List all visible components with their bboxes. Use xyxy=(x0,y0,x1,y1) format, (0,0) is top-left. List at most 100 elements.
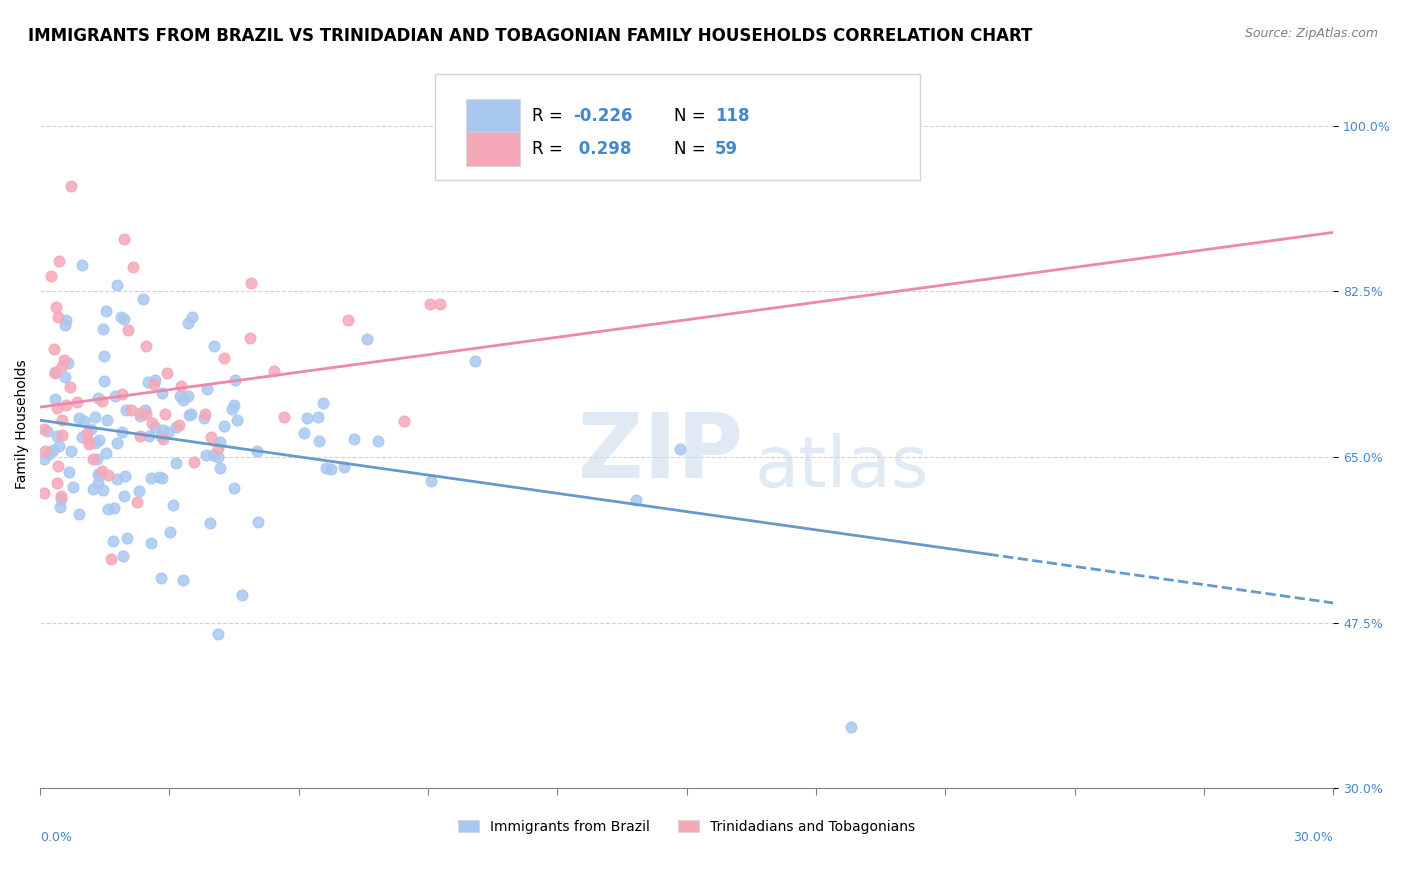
Point xyxy=(66,395,89,409)
Point xyxy=(51,359,73,374)
Point xyxy=(44,365,66,379)
Point xyxy=(114,232,136,246)
Point xyxy=(141,471,163,485)
Point xyxy=(117,323,139,337)
Point xyxy=(135,339,157,353)
Point xyxy=(39,268,62,283)
Point xyxy=(429,297,451,311)
Point xyxy=(59,179,82,194)
Point xyxy=(263,364,285,378)
Point xyxy=(315,461,337,475)
Point xyxy=(165,456,187,470)
Point xyxy=(100,552,122,566)
Point xyxy=(129,429,152,443)
Text: 0.298: 0.298 xyxy=(574,140,631,158)
Point xyxy=(202,339,225,353)
Point xyxy=(295,411,318,425)
Point xyxy=(87,467,110,481)
Point xyxy=(112,549,135,563)
Point xyxy=(103,500,125,515)
Point xyxy=(177,316,200,330)
Point xyxy=(420,474,443,488)
Point xyxy=(839,720,862,734)
Point xyxy=(207,627,229,641)
Point xyxy=(239,331,262,345)
Point xyxy=(59,444,82,458)
Point xyxy=(55,398,77,412)
Point xyxy=(46,401,69,416)
Point xyxy=(356,332,378,346)
Point xyxy=(165,420,187,434)
Text: R =: R = xyxy=(531,140,568,158)
Point xyxy=(222,399,245,413)
Point xyxy=(194,407,217,421)
Point xyxy=(104,389,127,403)
Point xyxy=(292,426,315,441)
Point xyxy=(87,468,110,483)
Point xyxy=(150,385,173,400)
Point xyxy=(150,471,173,485)
Point xyxy=(139,535,162,549)
Point xyxy=(86,391,108,405)
Point xyxy=(153,407,176,421)
Point xyxy=(115,531,138,545)
Point xyxy=(273,410,295,425)
Point xyxy=(111,386,134,401)
Point xyxy=(34,443,56,458)
Point xyxy=(231,588,253,602)
Point xyxy=(53,370,76,384)
Point xyxy=(162,499,184,513)
Point xyxy=(46,429,69,443)
Point xyxy=(48,500,70,514)
Point xyxy=(82,483,104,497)
Point xyxy=(169,389,191,403)
Point xyxy=(464,354,486,368)
Point xyxy=(200,430,222,444)
Point xyxy=(143,372,166,386)
Point xyxy=(46,458,69,473)
Point xyxy=(114,468,136,483)
Point xyxy=(83,436,105,450)
Point xyxy=(51,428,73,442)
Point xyxy=(246,444,269,458)
Text: 30.0%: 30.0% xyxy=(1294,830,1333,844)
Point xyxy=(128,483,150,498)
Point xyxy=(77,434,100,448)
Point xyxy=(46,310,69,325)
Point xyxy=(138,429,160,443)
Point xyxy=(105,436,128,450)
Point xyxy=(38,447,60,461)
Point xyxy=(112,490,135,504)
Point xyxy=(48,439,70,453)
Point xyxy=(34,486,56,500)
Point xyxy=(53,353,76,368)
Point xyxy=(112,312,135,326)
Point xyxy=(221,402,243,417)
Point xyxy=(105,278,128,293)
Point xyxy=(42,443,65,458)
Text: R =: R = xyxy=(531,107,568,126)
Point xyxy=(110,425,132,440)
Point xyxy=(392,414,415,428)
Point xyxy=(110,310,132,324)
Point xyxy=(93,374,115,388)
Point xyxy=(121,260,143,274)
Point xyxy=(246,516,269,530)
Point xyxy=(86,476,108,491)
Point xyxy=(157,425,180,439)
Point xyxy=(193,411,215,425)
Point xyxy=(115,402,138,417)
Point xyxy=(367,434,389,448)
Point xyxy=(143,420,166,434)
Point xyxy=(172,573,194,587)
Point xyxy=(62,480,84,494)
Point xyxy=(181,310,204,324)
Point xyxy=(343,432,366,446)
Point xyxy=(87,433,110,447)
Point xyxy=(58,466,80,480)
Point xyxy=(626,493,648,508)
FancyBboxPatch shape xyxy=(465,99,520,133)
Point xyxy=(195,382,218,396)
Text: N =: N = xyxy=(673,107,710,126)
Point xyxy=(91,483,114,498)
